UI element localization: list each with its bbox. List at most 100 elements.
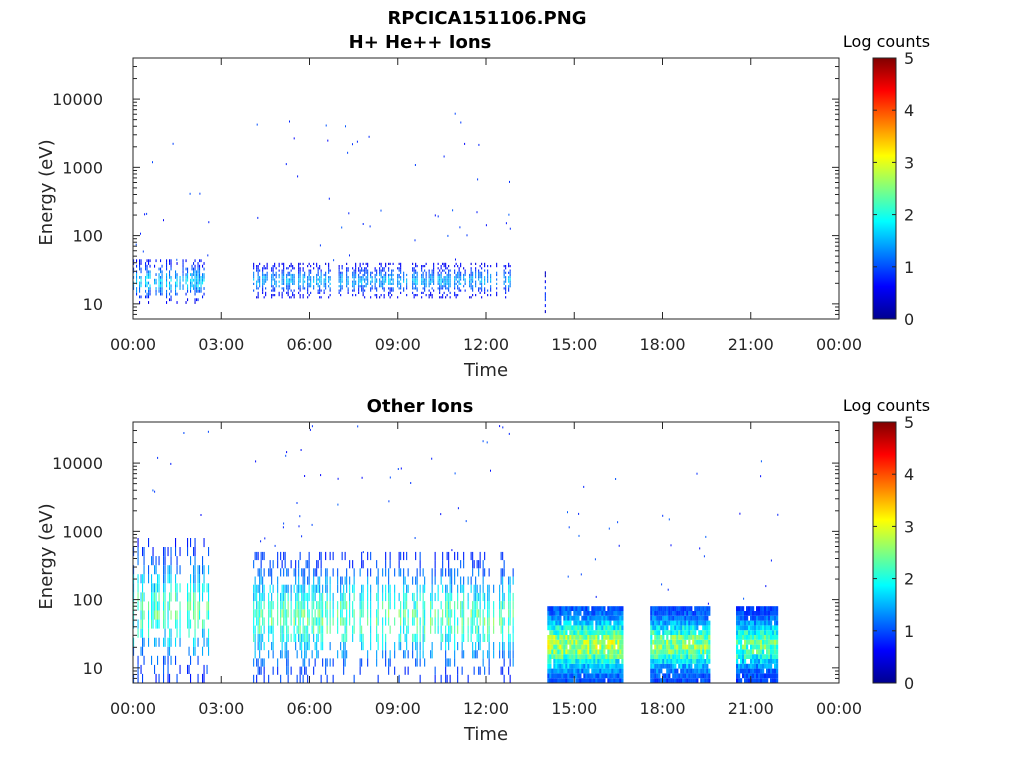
spectrogram-cell — [268, 568, 270, 577]
spectrogram-cell — [488, 650, 490, 659]
spectrogram-cell — [583, 606, 586, 611]
spectrogram-cell — [421, 291, 423, 294]
spectrogram-cell — [197, 619, 199, 629]
spectrogram-cell — [585, 635, 588, 640]
spectrogram-cell — [301, 601, 303, 610]
spectrogram-cell — [496, 291, 498, 294]
spectrogram-cell — [758, 615, 761, 621]
spectrogram-cell — [609, 663, 612, 669]
spectrogram-cell — [702, 630, 705, 635]
spectrogram-cell — [603, 663, 606, 669]
spectrogram-cell — [365, 267, 367, 270]
y-tick-label: 1000 — [62, 158, 103, 177]
spectrogram-cell — [573, 663, 576, 669]
spectrogram-cell — [376, 592, 378, 602]
spectrogram-cell — [293, 273, 295, 277]
spectrogram-cell — [509, 271, 511, 274]
spectrogram-cell — [382, 282, 384, 285]
spectrogram-cell — [601, 639, 604, 645]
spectrogram-cell — [254, 650, 256, 659]
spectrogram-cell — [686, 654, 689, 659]
spectrogram-cell — [573, 654, 576, 659]
spectrogram-cell — [265, 280, 267, 283]
spectrogram-cell — [595, 659, 598, 664]
spectrogram-cell — [766, 620, 769, 626]
colorbar-tick-label: 0 — [904, 310, 914, 329]
spectrogram-cell — [175, 281, 177, 285]
spectrogram-cell — [682, 620, 685, 626]
spectrogram-cell — [197, 264, 199, 268]
spectrogram-cell — [320, 282, 322, 285]
spectrogram-cell — [170, 267, 172, 271]
spectrogram-cell — [654, 620, 657, 626]
spectrogram-cell — [346, 625, 348, 634]
spectrogram-cell — [549, 663, 552, 669]
spectrogram-cell — [313, 267, 315, 270]
spectrogram-cell — [563, 620, 566, 626]
spectrogram-cell — [611, 611, 614, 616]
spectrogram-cell — [133, 637, 135, 647]
spectrogram-cell — [193, 601, 195, 611]
spectrogram-cell — [283, 592, 285, 602]
spectrogram-cell — [253, 267, 255, 270]
spectrogram-cell — [551, 611, 554, 616]
spectrogram-cell — [287, 287, 289, 290]
spectrogram-cell — [271, 289, 273, 292]
spectrogram-cell — [136, 278, 138, 282]
spectrogram-cell — [674, 639, 677, 645]
spectrogram-cell — [776, 654, 779, 659]
spectrogram-cell — [571, 644, 574, 650]
spectrogram-cell — [597, 606, 600, 611]
spectrogram-cell — [287, 271, 289, 274]
spectrogram-cell — [364, 285, 366, 288]
spectrogram-cell — [448, 568, 450, 577]
spectrogram-cell — [140, 267, 142, 271]
spectrogram-cell — [615, 668, 618, 674]
spectrogram-cell — [487, 625, 489, 634]
spectrogram-cell — [553, 673, 556, 679]
spectrogram-cell — [176, 610, 178, 620]
spectrogram-cell — [656, 635, 659, 640]
spectrogram-speck — [400, 467, 402, 470]
spectrogram-cell — [160, 292, 162, 296]
spectrogram-cell — [352, 294, 354, 297]
spectrogram-cell — [290, 280, 292, 283]
spectrogram-cell — [567, 673, 570, 679]
spectrogram-cell — [449, 625, 451, 634]
spectrogram-cell — [412, 276, 414, 279]
spectrogram-cell — [392, 280, 394, 283]
spectrogram-cell — [461, 642, 463, 651]
spectrogram-cell — [752, 663, 755, 669]
spectrogram-cell — [322, 617, 324, 626]
spectrogram-cell — [166, 301, 168, 304]
spectrogram-cell — [698, 611, 701, 616]
spectrogram-cell — [559, 606, 562, 611]
spectrogram-cell — [299, 287, 301, 290]
spectrogram-cell — [175, 619, 177, 629]
spectrogram-cell — [271, 296, 273, 299]
spectrogram-cell — [413, 617, 415, 626]
spectrogram-cell — [137, 628, 139, 638]
spectrogram-cell — [310, 282, 312, 285]
spectrogram-cell — [668, 659, 671, 664]
spectrogram-cell — [482, 625, 484, 634]
spectrogram-cell — [154, 281, 156, 285]
spectrogram-cell — [323, 285, 325, 288]
spectrogram-cell — [460, 560, 462, 569]
spectrogram-cell — [499, 584, 501, 593]
spectrogram-cell — [476, 601, 478, 610]
spectrogram-cell — [609, 678, 612, 683]
spectrogram-cell — [424, 285, 426, 288]
spectrogram-cell — [754, 663, 757, 669]
spectrogram-cell — [581, 659, 584, 664]
spectrogram-cell — [367, 584, 369, 593]
spectrogram-cell — [190, 538, 192, 548]
spectrogram-cell — [383, 267, 385, 270]
y-tick-label: 10000 — [52, 90, 103, 109]
spectrogram-cell — [358, 267, 360, 270]
spectrogram-cell — [696, 635, 699, 640]
spectrogram-cell — [559, 673, 562, 679]
spectrogram-cell — [660, 644, 663, 650]
spectrogram-cell — [565, 620, 568, 626]
spectrogram-cell — [326, 617, 328, 626]
